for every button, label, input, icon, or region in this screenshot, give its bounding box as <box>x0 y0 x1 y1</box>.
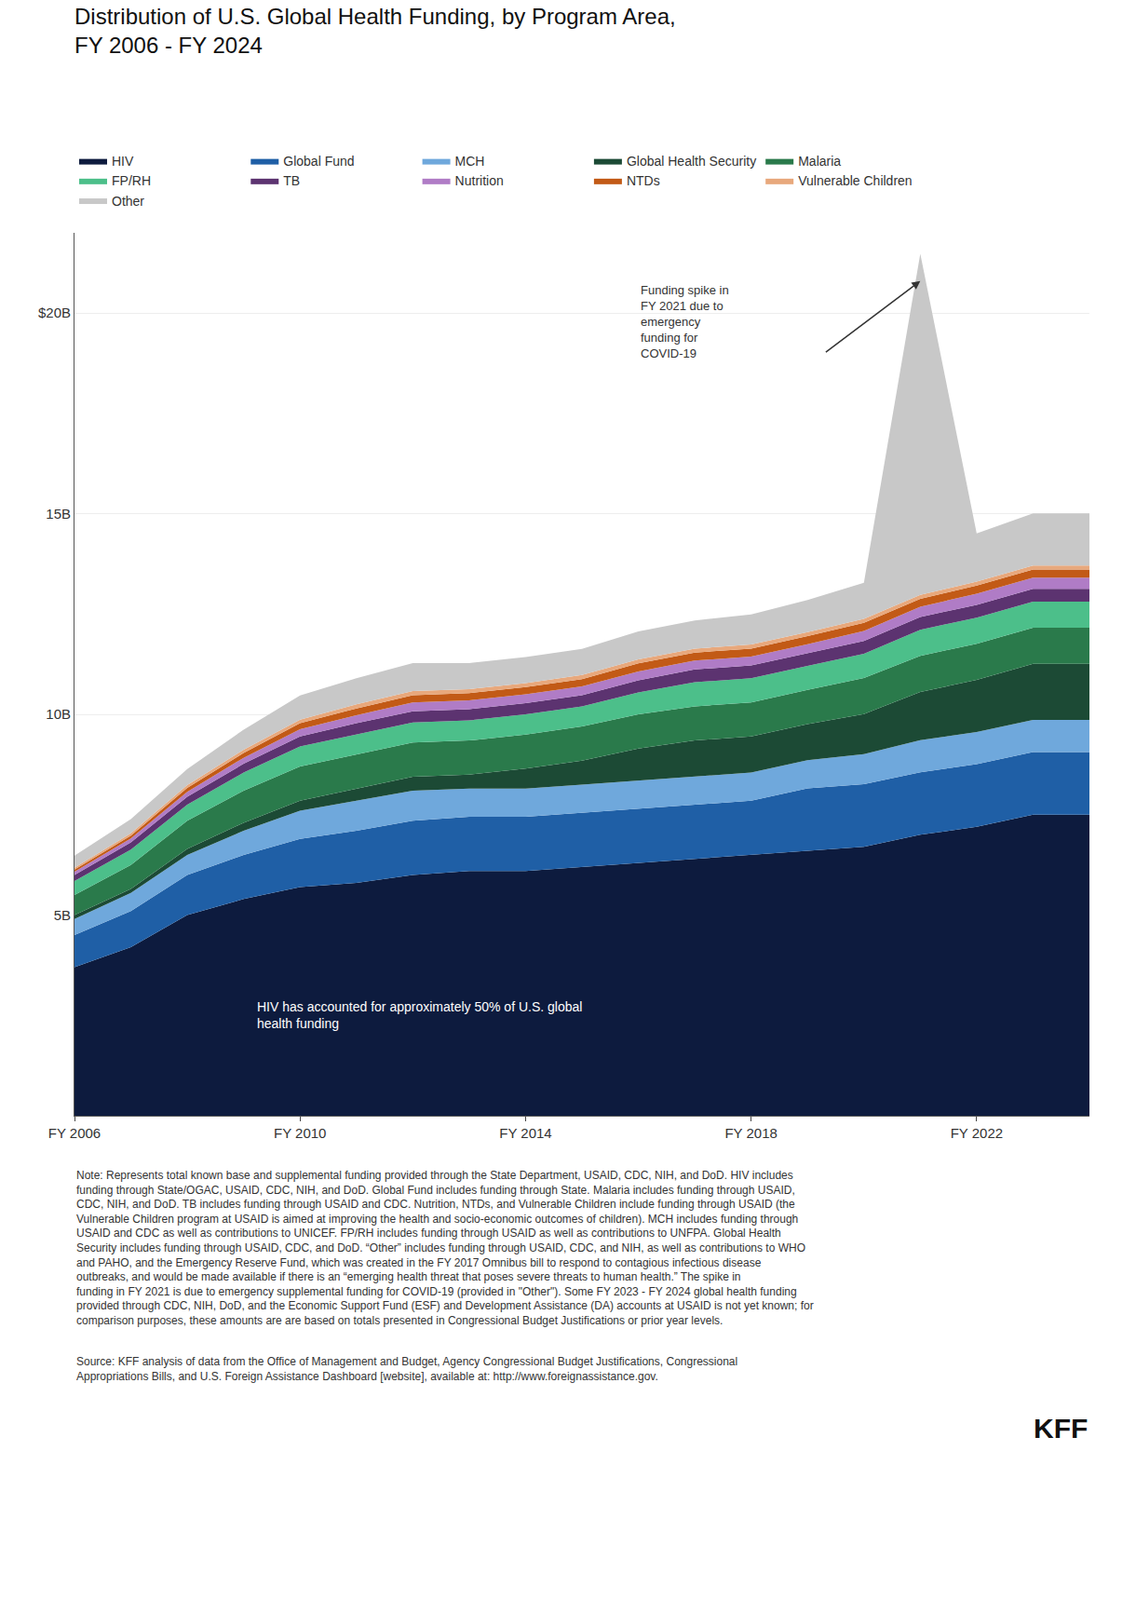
svg-text:10B: 10B <box>45 705 71 722</box>
svg-text:Global Health Security: Global Health Security <box>626 153 757 169</box>
svg-text:HIV has accounted for approxim: HIV has accounted for approximately 50% … <box>256 999 582 1031</box>
svg-text:Global Fund: Global Fund <box>283 153 354 169</box>
svg-text:HIV: HIV <box>111 153 135 169</box>
svg-text:$20B: $20B <box>38 304 71 321</box>
svg-text:FP/RH: FP/RH <box>111 173 151 189</box>
svg-text:FY 2014: FY 2014 <box>499 1124 552 1141</box>
svg-text:Nutrition: Nutrition <box>455 173 504 189</box>
svg-text:Note: Represents total known b: Note: Represents total known base and su… <box>76 1168 814 1327</box>
svg-text:Malaria: Malaria <box>797 153 841 169</box>
svg-text:FY 2010: FY 2010 <box>273 1124 326 1141</box>
svg-text:15B: 15B <box>45 505 71 522</box>
svg-text:Source: KFF analysis of data f: Source: KFF analysis of data from the Of… <box>76 1354 738 1383</box>
svg-text:TB: TB <box>283 173 300 189</box>
svg-text:FY 2018: FY 2018 <box>724 1124 777 1141</box>
svg-text:MCH: MCH <box>455 153 486 169</box>
svg-text:Other: Other <box>111 193 145 209</box>
svg-text:Distribution of U.S. Global He: Distribution of U.S. Global Health Fundi… <box>74 3 677 58</box>
svg-text:KFF: KFF <box>1033 1412 1088 1444</box>
svg-text:Funding spike inFY 2021 due to: Funding spike inFY 2021 due toemergencyf… <box>640 283 730 361</box>
svg-text:5B: 5B <box>54 906 71 923</box>
svg-text:NTDs: NTDs <box>626 173 661 189</box>
svg-text:FY 2022: FY 2022 <box>950 1124 1003 1141</box>
svg-text:FY 2006: FY 2006 <box>48 1124 101 1141</box>
svg-text:Vulnerable Children: Vulnerable Children <box>797 173 912 189</box>
